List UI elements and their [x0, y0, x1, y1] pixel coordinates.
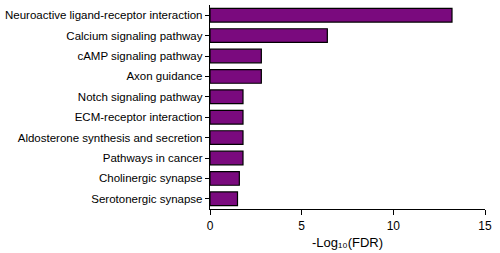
svg-text:Neuroactive ligand-receptor in: Neuroactive ligand-receptor interaction [5, 9, 203, 21]
svg-text:5: 5 [298, 219, 305, 233]
svg-text:0: 0 [207, 219, 214, 233]
svg-text:Notch signaling pathway: Notch signaling pathway [78, 91, 203, 103]
svg-text:Aldosterone synthesis and secr: Aldosterone synthesis and secretion [18, 132, 203, 144]
svg-text:ECM-receptor interaction: ECM-receptor interaction [75, 111, 203, 123]
svg-text:Serotonergic synapse: Serotonergic synapse [91, 193, 202, 205]
svg-text:cAMP signaling pathway: cAMP signaling pathway [77, 50, 202, 62]
svg-text:10: 10 [387, 219, 401, 233]
svg-text:Pathways in cancer: Pathways in cancer [103, 152, 203, 164]
svg-text:Calcium signaling pathway: Calcium signaling pathway [66, 30, 202, 42]
svg-text:Axon guidance: Axon guidance [126, 70, 202, 82]
svg-text:15: 15 [478, 219, 492, 233]
svg-text:-Log₁₀(FDR): -Log₁₀(FDR) [312, 235, 383, 250]
svg-text:Cholinergic synapse: Cholinergic synapse [99, 172, 203, 184]
